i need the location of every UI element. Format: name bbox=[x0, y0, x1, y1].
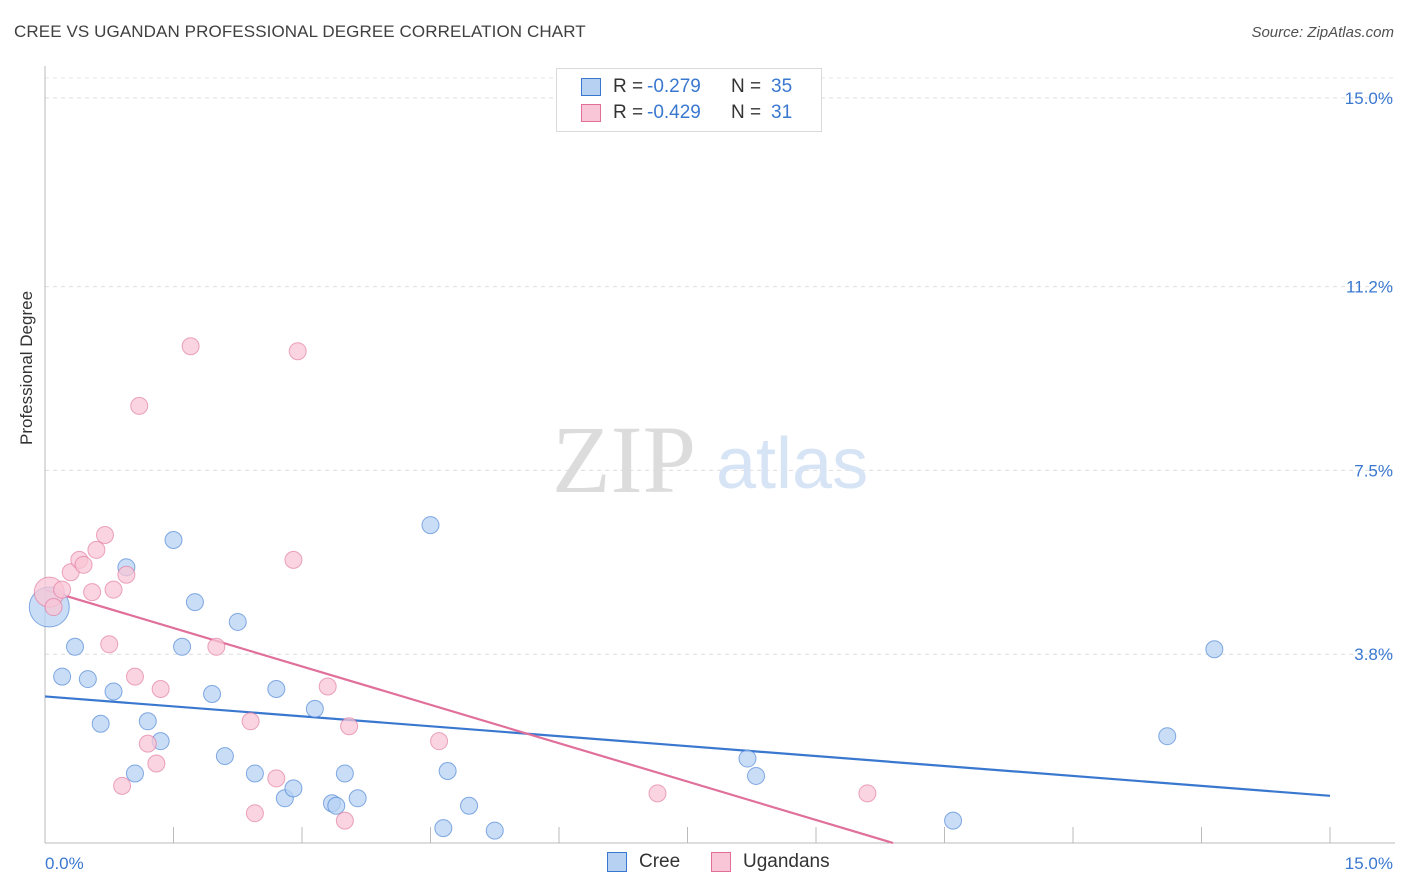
axes bbox=[44, 66, 1395, 844]
point-ugandans bbox=[648, 784, 667, 803]
point-cree bbox=[245, 764, 264, 783]
legend-n-value: 35 bbox=[771, 76, 793, 97]
tick-labels: 3.8% 7.5% 11.2% 15.0% 0.0% 15.0% bbox=[45, 89, 1393, 873]
point-cree bbox=[267, 680, 286, 699]
point-ugandans bbox=[245, 804, 264, 823]
bottom-legend-label-ugandans: Ugandans bbox=[743, 851, 830, 872]
source-label: Source: ZipAtlas.com bbox=[1251, 24, 1394, 41]
y-tick-label: 11.2% bbox=[1346, 278, 1393, 297]
point-ugandans bbox=[87, 540, 106, 559]
point-ugandans bbox=[95, 526, 114, 545]
point-cree bbox=[460, 796, 479, 815]
trend-lines bbox=[44, 588, 1331, 845]
point-ugandans bbox=[241, 712, 260, 731]
point-ugandans bbox=[44, 598, 63, 617]
point-ugandans bbox=[430, 732, 449, 751]
point-cree bbox=[53, 667, 72, 686]
point-ugandans bbox=[125, 667, 144, 686]
point-ugandans bbox=[104, 580, 123, 599]
point-cree bbox=[78, 670, 97, 689]
trend-line-ugandans bbox=[44, 588, 894, 845]
point-cree bbox=[104, 682, 123, 701]
bottom-legend-swatch-cree bbox=[607, 852, 627, 872]
point-ugandans bbox=[117, 565, 136, 584]
legend-row-ugandans: R = -0.429 N = 31 bbox=[581, 100, 792, 126]
point-cree bbox=[738, 749, 757, 768]
point-ugandans bbox=[284, 550, 303, 569]
point-cree bbox=[335, 764, 354, 783]
point-ugandans bbox=[335, 811, 354, 830]
point-cree bbox=[1158, 727, 1177, 746]
point-cree bbox=[173, 637, 192, 656]
point-cree bbox=[438, 761, 457, 780]
y-tick-label: 15.0% bbox=[1345, 89, 1393, 108]
point-ugandans bbox=[147, 754, 166, 773]
bottom-legend-cree: Cree bbox=[607, 851, 680, 873]
point-cree bbox=[138, 712, 157, 731]
legend-r-value: -0.279 bbox=[647, 76, 701, 97]
point-cree bbox=[747, 766, 766, 785]
x-tick-label-min: 0.0% bbox=[45, 854, 84, 873]
gridlines bbox=[45, 77, 1395, 655]
point-cree bbox=[305, 699, 324, 718]
point-cree bbox=[125, 764, 144, 783]
point-cree bbox=[203, 684, 222, 703]
point-cree bbox=[185, 593, 204, 612]
point-cree bbox=[327, 796, 346, 815]
point-cree bbox=[944, 811, 963, 830]
point-cree bbox=[65, 637, 84, 656]
legend-n-label: N = bbox=[731, 76, 762, 97]
point-ugandans bbox=[100, 635, 119, 654]
point-ugandans bbox=[53, 580, 72, 599]
legend-r-value: -0.429 bbox=[647, 102, 701, 123]
point-cree bbox=[228, 612, 247, 631]
watermark-atlas: atlas bbox=[716, 424, 868, 504]
point-cree bbox=[1205, 640, 1224, 659]
point-ugandans bbox=[181, 337, 200, 356]
point-cree bbox=[215, 747, 234, 766]
point-ugandans bbox=[83, 583, 102, 602]
bottom-legend: Cree Ugandans bbox=[0, 851, 1406, 877]
bottom-legend-ugandans: Ugandans bbox=[711, 851, 830, 873]
point-cree bbox=[485, 821, 504, 840]
point-cree bbox=[284, 779, 303, 798]
point-ugandans bbox=[267, 769, 286, 788]
point-cree bbox=[421, 516, 440, 535]
point-ugandans bbox=[113, 776, 132, 795]
x-tick-label-max: 15.0% bbox=[1345, 854, 1393, 873]
legend-swatch-ugandans bbox=[581, 104, 601, 122]
legend-r-label: R = bbox=[613, 76, 644, 97]
point-ugandans bbox=[288, 342, 307, 361]
point-ugandans bbox=[130, 396, 149, 415]
legend-r-label: R = bbox=[613, 102, 644, 123]
point-cree bbox=[434, 819, 453, 838]
point-ugandans bbox=[858, 784, 877, 803]
bottom-legend-label-cree: Cree bbox=[639, 851, 681, 872]
point-cree bbox=[348, 789, 367, 808]
point-ugandans bbox=[340, 717, 359, 736]
point-ugandans bbox=[138, 734, 157, 753]
point-cree bbox=[164, 530, 183, 549]
y-tick-label: 3.8% bbox=[1354, 645, 1393, 664]
y-tick-label: 7.5% bbox=[1354, 461, 1393, 480]
bottom-legend-swatch-ugandans bbox=[711, 852, 731, 872]
legend-n-label: N = bbox=[731, 102, 762, 123]
trend-line-cree bbox=[44, 695, 1331, 797]
legend-n-value: 31 bbox=[771, 102, 793, 123]
data-points bbox=[28, 337, 1224, 840]
point-cree bbox=[91, 714, 110, 733]
point-ugandans bbox=[151, 680, 170, 699]
chart-title: CREE VS UGANDAN PROFESSIONAL DEGREE CORR… bbox=[14, 22, 586, 41]
legend-swatch-cree bbox=[581, 78, 601, 96]
point-ugandans bbox=[207, 637, 226, 656]
point-ugandans bbox=[74, 555, 93, 574]
watermark-zip: ZIP bbox=[552, 406, 696, 513]
legend: R = -0.279 N = 35 R = -0.429 N = 31 bbox=[556, 68, 822, 132]
legend-row-cree: R = -0.279 N = 35 bbox=[581, 74, 792, 100]
point-ugandans bbox=[318, 677, 337, 696]
